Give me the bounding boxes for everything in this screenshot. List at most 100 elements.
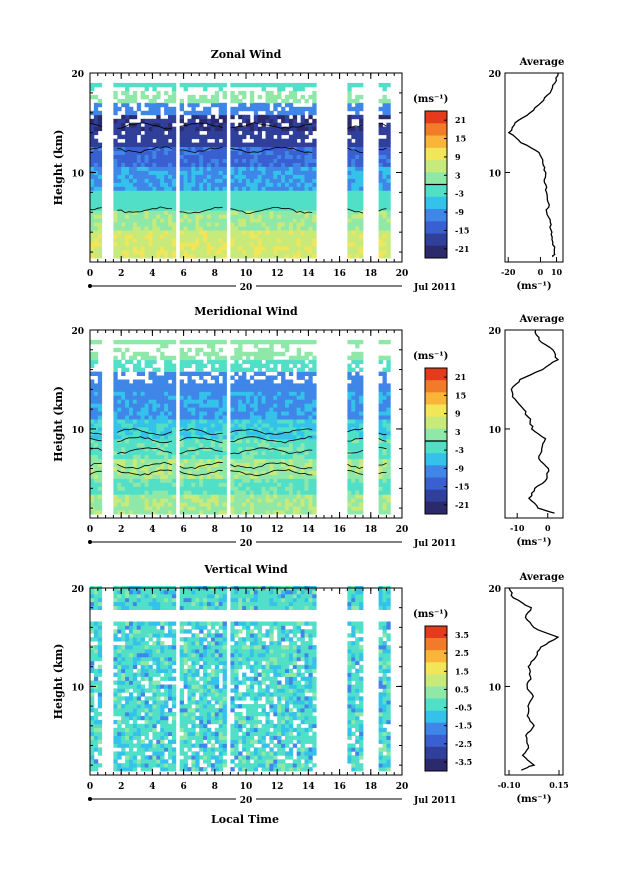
heatmap-cell <box>238 102 243 108</box>
heatmap-cell <box>249 506 255 511</box>
heatmap-cell <box>160 343 165 349</box>
heatmap-cell <box>288 371 294 376</box>
heatmap-cell <box>164 166 169 171</box>
heatmap-cell <box>113 474 118 479</box>
heatmap-cell <box>273 486 278 491</box>
heatmap-cell <box>292 158 298 163</box>
heatmap-cell <box>277 454 282 460</box>
contour-line <box>89 123 102 127</box>
heatmap-cell <box>222 494 227 499</box>
heatmap-cell <box>249 502 255 507</box>
heatmap-cell <box>292 202 298 207</box>
heatmap-cell <box>156 450 161 456</box>
heatmap-cell <box>144 194 149 199</box>
heatmap-cell <box>242 154 247 159</box>
heatmap-cell <box>90 138 95 144</box>
heatmap-cell <box>125 110 130 116</box>
heatmap-cell <box>347 154 352 159</box>
heatmap-cell <box>214 198 220 203</box>
heatmap-cell <box>90 134 95 140</box>
heatmap-cell <box>132 126 138 132</box>
heatmap-cell <box>253 490 259 495</box>
heatmap-cell <box>292 399 298 404</box>
heatmap-cell <box>121 474 126 479</box>
heatmap-cell <box>273 462 278 467</box>
heatmap-cell <box>168 490 173 495</box>
heatmap-cell <box>281 502 286 507</box>
heatmap-cell <box>113 198 118 203</box>
heatmap-cell <box>285 246 290 251</box>
heatmap-cell <box>347 210 352 215</box>
heatmap-cell <box>129 94 134 100</box>
heatmap-cell <box>125 466 130 471</box>
heatmap-cell <box>308 391 313 396</box>
heatmap-cell <box>183 222 188 227</box>
heatmap-cell <box>269 210 274 215</box>
heatmap-cell <box>129 470 134 475</box>
contour-line <box>230 206 313 214</box>
heatmap-cell <box>195 454 200 460</box>
heatmap-cell <box>288 174 294 179</box>
heatmap-cell <box>160 146 165 151</box>
heatmap-cell <box>265 194 270 199</box>
heatmap-cell <box>234 106 239 112</box>
heatmap-cell <box>359 198 364 203</box>
heatmap-cell <box>191 502 196 507</box>
heatmap-cell <box>214 466 220 471</box>
heatmap-cell <box>253 427 259 432</box>
heatmap-cell <box>273 150 278 155</box>
heatmap-cell <box>144 498 149 503</box>
heatmap-cell <box>351 150 356 155</box>
heatmap-cell <box>183 419 188 424</box>
heatmap-cell <box>382 407 387 412</box>
heatmap-cell <box>257 379 262 384</box>
heatmap-cell <box>273 387 278 392</box>
heatmap-cell <box>199 363 204 368</box>
heatmap-cell <box>207 106 212 112</box>
heatmap-cell <box>269 506 274 511</box>
heatmap-cell <box>222 383 227 388</box>
heatmap-cell <box>257 162 262 167</box>
heatmap-cell <box>207 383 212 388</box>
heatmap-cell <box>129 486 134 491</box>
heatmap-cell <box>152 498 157 503</box>
heatmap-cell <box>168 118 173 124</box>
heatmap-cell <box>132 210 138 215</box>
heatmap-cell <box>168 498 173 503</box>
heatmap-cell <box>156 403 161 408</box>
heatmap-cell <box>132 98 138 104</box>
heatmap-cell <box>300 498 305 503</box>
heatmap-cell <box>210 218 216 223</box>
heatmap-cell <box>140 194 145 199</box>
heatmap-cell <box>347 98 352 104</box>
heatmap-cell <box>265 458 270 463</box>
heatmap-cell <box>273 238 278 243</box>
heatmap-cell <box>300 186 305 191</box>
heatmap-cell <box>253 474 259 479</box>
heatmap-cell <box>97 411 103 416</box>
heatmap-cell <box>269 367 274 372</box>
heatmap-cell <box>187 202 192 207</box>
heatmap-cell <box>355 438 360 444</box>
heatmap-cell <box>355 478 360 483</box>
heatmap-cell <box>265 126 270 132</box>
heatmap-cell <box>359 383 364 388</box>
heatmap-cell <box>148 506 153 511</box>
heatmap-cell <box>121 202 126 207</box>
heatmap-cell <box>171 419 177 424</box>
heatmap-cell <box>218 434 223 440</box>
heatmap-cell <box>164 506 169 511</box>
heatmap-cell <box>125 186 130 191</box>
heatmap-cell <box>148 438 153 444</box>
heatmap-cell <box>234 466 239 471</box>
heatmap-cell <box>160 242 165 247</box>
heatmap-cell <box>136 427 142 432</box>
x-tick-label: 12 <box>271 269 284 279</box>
heatmap-cell <box>351 510 356 515</box>
heatmap-cell <box>168 470 173 475</box>
heatmap-cell <box>355 250 360 255</box>
heatmap-cell <box>261 486 266 491</box>
heatmap-cell <box>218 387 223 392</box>
contour-line <box>347 437 364 442</box>
